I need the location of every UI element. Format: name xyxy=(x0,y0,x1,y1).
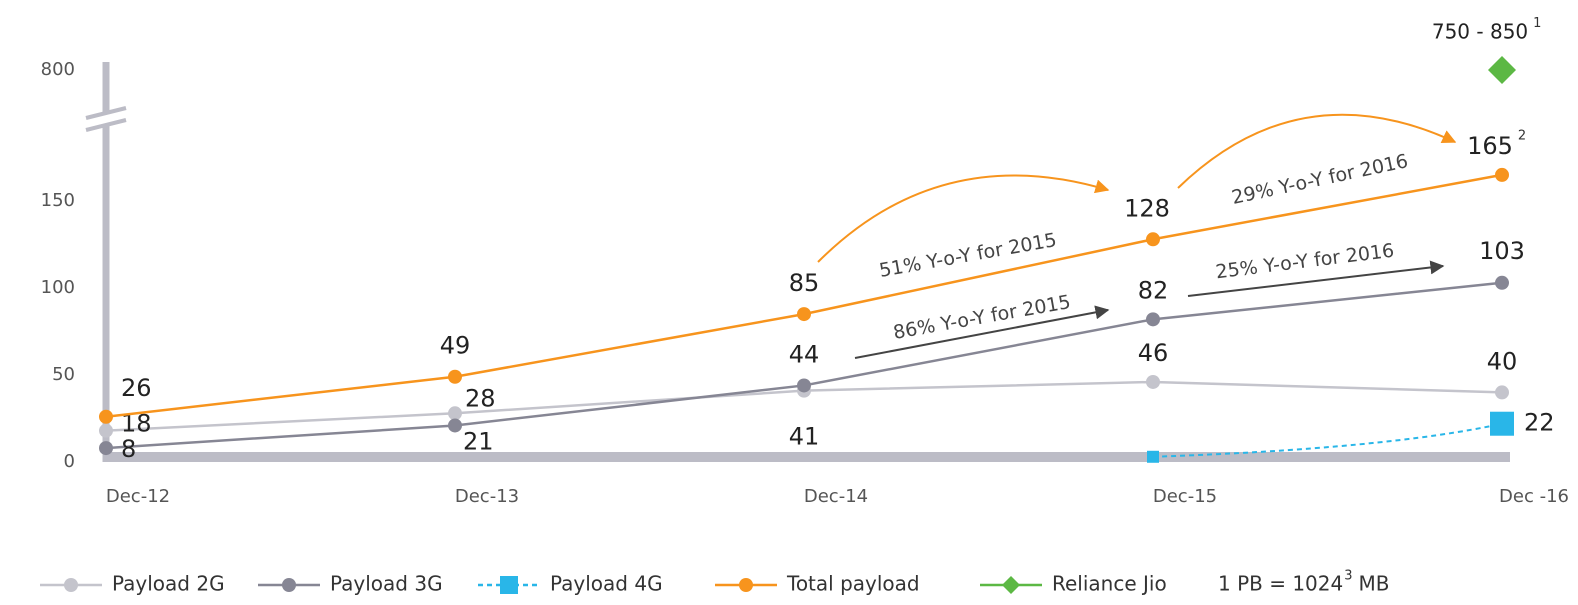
data-label: 165 xyxy=(1467,132,1513,160)
point xyxy=(797,307,811,322)
point xyxy=(1146,312,1160,327)
axis-break xyxy=(85,106,127,120)
y-tick-label: 100 xyxy=(41,277,75,298)
point xyxy=(448,418,462,433)
superscript: 2 xyxy=(1518,128,1526,143)
axis-break xyxy=(85,118,127,132)
legend-label: Total payload xyxy=(786,572,920,596)
point xyxy=(1490,411,1514,436)
point xyxy=(448,369,462,384)
y-tick-label: 800 xyxy=(41,59,75,80)
point xyxy=(448,406,462,421)
data-label: 40 xyxy=(1487,347,1518,375)
data-label: 103 xyxy=(1479,237,1525,265)
point xyxy=(797,378,811,393)
data-label: 750 - 850 xyxy=(1432,20,1528,44)
note-superscript: 3 xyxy=(1344,569,1352,584)
data-label: 26 xyxy=(121,374,152,402)
y-tick-label: 0 xyxy=(64,451,75,472)
point xyxy=(99,423,113,438)
legend-label: Payload 3G xyxy=(330,572,443,596)
legend-label: Payload 2G xyxy=(112,572,225,596)
superscript: 1 xyxy=(1533,16,1541,31)
series-line xyxy=(1152,422,1503,458)
legend-marker xyxy=(739,578,753,592)
data-label: 82 xyxy=(1138,276,1169,304)
note: MB xyxy=(1359,572,1390,596)
data-label: 46 xyxy=(1138,339,1169,367)
x-axis xyxy=(106,452,1510,462)
annotation: 86% Y-o-Y for 2015 xyxy=(892,291,1073,344)
x-tick-label: Dec-13 xyxy=(455,486,519,507)
x-tick-label: Dec-14 xyxy=(804,486,868,507)
annotation: 51% Y-o-Y for 2015 xyxy=(878,229,1059,282)
legend-marker xyxy=(500,576,518,594)
data-label: 28 xyxy=(465,384,496,412)
data-label: 41 xyxy=(789,423,820,451)
legend-label: Payload 4G xyxy=(550,572,663,596)
point xyxy=(99,441,113,456)
legend-marker xyxy=(282,578,296,592)
data-label: 44 xyxy=(789,340,820,368)
point xyxy=(1146,232,1160,247)
data-label: 49 xyxy=(440,332,471,360)
point xyxy=(1495,385,1509,400)
annotation: 25% Y-o-Y for 2016 xyxy=(1214,240,1395,284)
x-tick-label: Dec-12 xyxy=(106,486,170,507)
point xyxy=(1147,450,1159,463)
legend-marker xyxy=(1002,576,1020,594)
data-label: 85 xyxy=(789,269,820,297)
x-tick-label: Dec-15 xyxy=(1153,486,1217,507)
point xyxy=(1146,374,1160,389)
point xyxy=(1495,275,1509,290)
data-label: 128 xyxy=(1124,194,1170,222)
arrows xyxy=(817,113,1457,359)
note: 1 PB = 1024 xyxy=(1218,572,1343,596)
point xyxy=(1495,167,1509,182)
annotation: 29% Y-o-Y for 2016 xyxy=(1230,150,1410,209)
data-label: 22 xyxy=(1524,409,1555,437)
data-label: 8 xyxy=(121,435,136,463)
point xyxy=(99,409,113,424)
legend-marker xyxy=(64,578,78,592)
data-label: 21 xyxy=(463,427,494,455)
legend-label: Reliance Jio xyxy=(1052,572,1167,596)
y-tick-label: 150 xyxy=(41,190,75,211)
x-tick-label: Dec -16 xyxy=(1499,486,1569,507)
y-tick-label: 50 xyxy=(52,364,75,385)
point xyxy=(1488,56,1516,84)
